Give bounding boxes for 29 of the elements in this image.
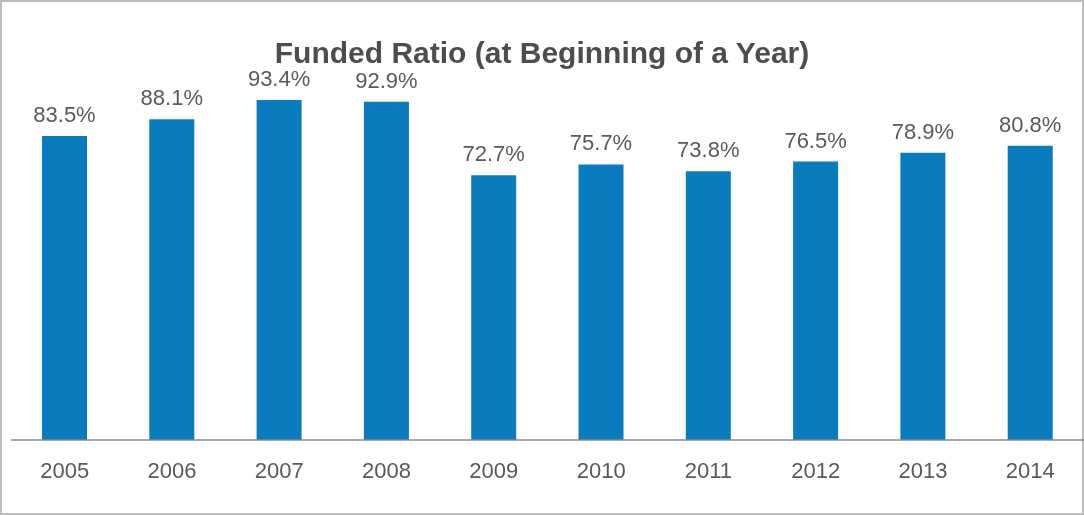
data-label: 78.9% — [891, 118, 955, 144]
x-tick-label: 2007 — [254, 457, 304, 483]
data-label: 80.8% — [999, 111, 1062, 137]
data-label: 88.1% — [140, 85, 203, 111]
bar — [471, 175, 517, 440]
bar — [578, 164, 624, 440]
x-tick-label: 2006 — [147, 457, 197, 483]
bar — [1007, 145, 1053, 440]
data-label: 92.9% — [355, 67, 418, 93]
x-tick-label: 2012 — [791, 457, 841, 483]
bar — [793, 161, 839, 440]
x-tick-label: 2010 — [576, 457, 626, 483]
data-label: 75.7% — [569, 130, 633, 156]
bar — [42, 136, 87, 440]
bar — [363, 101, 409, 440]
x-tick-label: 2011 — [684, 457, 733, 483]
x-tick-label: 2008 — [362, 457, 412, 483]
bar — [256, 100, 302, 440]
data-label: 73.8% — [677, 137, 740, 163]
x-tick-label: 2013 — [898, 457, 948, 483]
bar — [685, 171, 731, 440]
x-tick-label: 2014 — [1005, 457, 1055, 483]
bar — [900, 152, 946, 440]
x-tick-label: 2009 — [469, 457, 519, 483]
x-tick-label: 2005 — [40, 457, 90, 483]
data-label: 83.5% — [33, 102, 96, 128]
bar — [149, 119, 195, 440]
data-label: 76.5% — [784, 127, 847, 153]
data-label: 72.7% — [462, 141, 525, 167]
